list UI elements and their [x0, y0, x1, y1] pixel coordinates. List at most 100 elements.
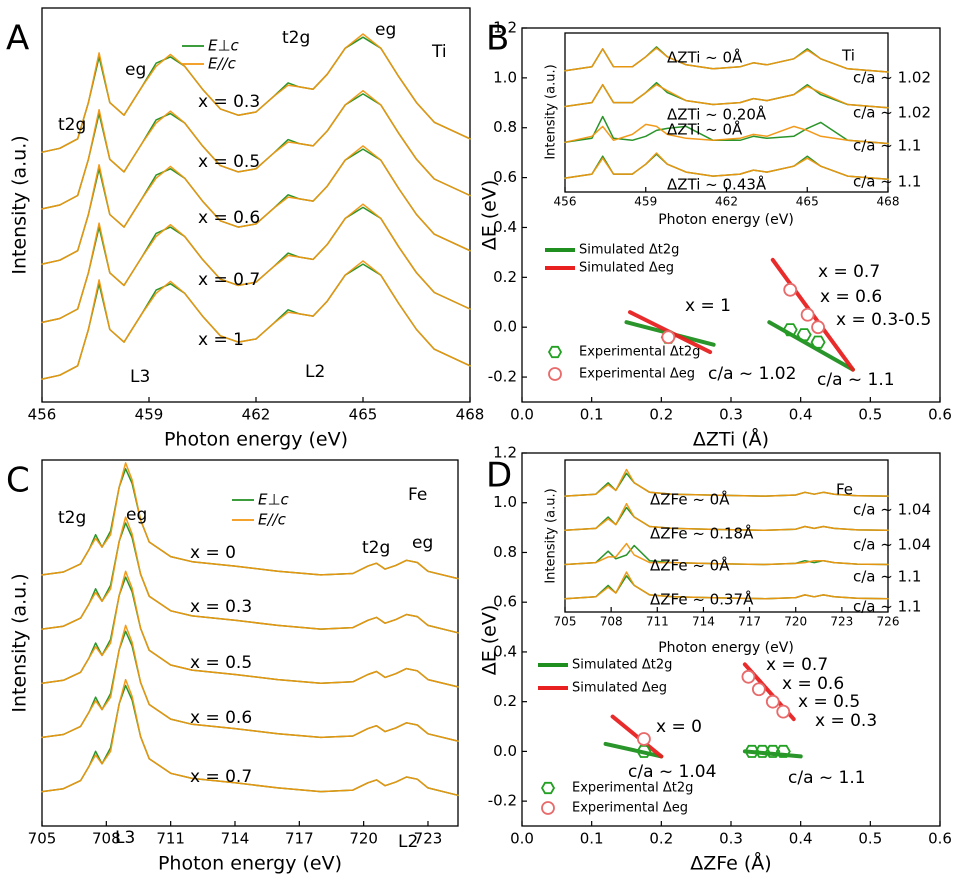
annotation: c/a ~ 1.1 [853, 137, 921, 155]
series-line [564, 115, 889, 145]
marker-circle [776, 704, 791, 719]
annotation: L3 [115, 828, 135, 848]
y-tick-label: 0.4 [493, 218, 517, 236]
y-tick-label: 1.0 [493, 68, 517, 86]
annotation: c/a ~ 1.1 [853, 598, 921, 616]
panel-letter: B [486, 19, 509, 59]
annotation: ΔZTi ~ 0.20Å [667, 105, 767, 124]
marker-hexagon [775, 744, 791, 758]
x-tick-label: 723 [414, 830, 443, 848]
x-tick-label: 456 [554, 195, 577, 209]
legend-marker [547, 345, 563, 359]
x-tick-label: 0.6 [928, 830, 952, 848]
annotation: c/a ~ 1.04 [853, 536, 931, 554]
annotation: t2g [362, 538, 390, 558]
x-tick-label: 0.2 [649, 406, 673, 424]
annotation: x = 0.6 [190, 708, 252, 728]
marker-hexagon [765, 744, 781, 758]
x-tick-label: 462 [715, 195, 738, 209]
series-line [41, 260, 471, 380]
x-tick-label: 0.4 [789, 406, 813, 424]
panel-letter: C [6, 461, 30, 501]
x-tick-label: 711 [156, 830, 185, 848]
x-tick-label: 717 [738, 615, 761, 629]
y-axis-label: ΔE (eV) [479, 180, 501, 251]
annotation: c/a ~ 1.04 [628, 762, 716, 782]
x-tick-label: 708 [600, 615, 623, 629]
x-tick-label: 0.3 [719, 406, 743, 424]
annotation: ΔZFe ~ 0.37Å [650, 590, 754, 609]
series-line [41, 203, 471, 324]
series-line [41, 145, 471, 265]
series-line [564, 571, 889, 600]
annotation: x = 0.6 [782, 674, 844, 694]
annotation: L3 [130, 367, 150, 387]
marker-hexagon [796, 328, 812, 342]
annotation: x = 0.7 [766, 655, 828, 675]
y-tick-label: 0.8 [493, 118, 517, 136]
legend-label: Simulated Δt2g [579, 243, 679, 258]
y-axis-label: Intensity (a.u.) [9, 573, 31, 712]
annotation: eg [125, 60, 146, 80]
y-tick-label: 0.8 [493, 543, 517, 561]
x-tick-label: 462 [242, 406, 271, 424]
marker-circle [661, 330, 676, 345]
annotation: x = 1 [198, 330, 244, 350]
annotation: x = 0.3 [190, 597, 252, 617]
y-tick-label: -0.2 [488, 368, 517, 386]
x-tick-label: 714 [221, 830, 250, 848]
legend-label: Experimental Δt2g [579, 345, 700, 360]
marker-circle [811, 320, 825, 335]
marker-hexagon [636, 744, 652, 758]
legend-label: E⊥c [208, 37, 240, 55]
y-axis-label: Intensity (a.u.) [9, 135, 31, 274]
series-line [564, 542, 889, 566]
y-tick-label: 0.6 [493, 593, 517, 611]
x-axis-label: Photon energy (eV) [658, 212, 794, 228]
annotation: x = 0 [190, 543, 236, 563]
x-tick-label: 0.4 [789, 830, 813, 848]
legend-label: Experimental Δt2g [572, 781, 693, 796]
x-axis-label: Photon energy (eV) [158, 853, 342, 875]
y-tick-label: 0.0 [493, 318, 517, 336]
annotation: ΔZFe ~ 0Å [650, 556, 730, 575]
annotation: ΔZTi ~ 0.43Å [667, 175, 767, 194]
x-tick-label: 0.1 [580, 406, 604, 424]
annotation: Ti [431, 42, 447, 62]
annotation: x = 0.3-0.5 [836, 310, 931, 330]
annotation: x = 0.3 [815, 711, 877, 731]
x-tick-label: 465 [796, 195, 819, 209]
series-line [564, 123, 889, 145]
marker-circle [800, 307, 815, 322]
annotation: t2g [282, 28, 310, 48]
x-tick-label: 0.3 [719, 830, 743, 848]
x-tick-label: 465 [349, 406, 378, 424]
series-line [564, 47, 889, 73]
annotation: x = 0.5 [198, 152, 260, 172]
annotation: t2g [58, 115, 86, 135]
x-tick-label: 723 [830, 615, 853, 629]
annotation: L2 [398, 832, 418, 852]
legend-marker [540, 781, 556, 795]
annotation: L2 [305, 362, 325, 382]
marker-circle [765, 694, 780, 709]
legend-label: Simulated Δeg [579, 261, 674, 276]
x-tick-label: 0.5 [858, 830, 882, 848]
annotation: ΔZTi ~ 0Å [667, 48, 743, 67]
annotation: c/a ~ 1.02 [853, 69, 931, 87]
annotation: c/a ~ 1.02 [708, 364, 796, 384]
series-line [41, 462, 459, 580]
x-tick-label: 0.0 [510, 406, 534, 424]
legend-label: Simulated Δt2g [572, 658, 672, 673]
annotation: x = 0.7 [818, 262, 880, 282]
panel-letter: A [6, 19, 29, 59]
y-tick-label: 0.2 [493, 692, 517, 710]
series-line [41, 33, 471, 153]
x-tick-label: 711 [646, 615, 669, 629]
annotation: ΔZTi ~ 0Å [667, 120, 743, 139]
y-tick-label: 1.2 [493, 444, 517, 462]
x-tick-label: 459 [634, 195, 657, 209]
x-tick-label: 459 [135, 406, 164, 424]
x-tick-label: 468 [877, 195, 900, 209]
annotation: x = 0.5 [190, 653, 252, 673]
